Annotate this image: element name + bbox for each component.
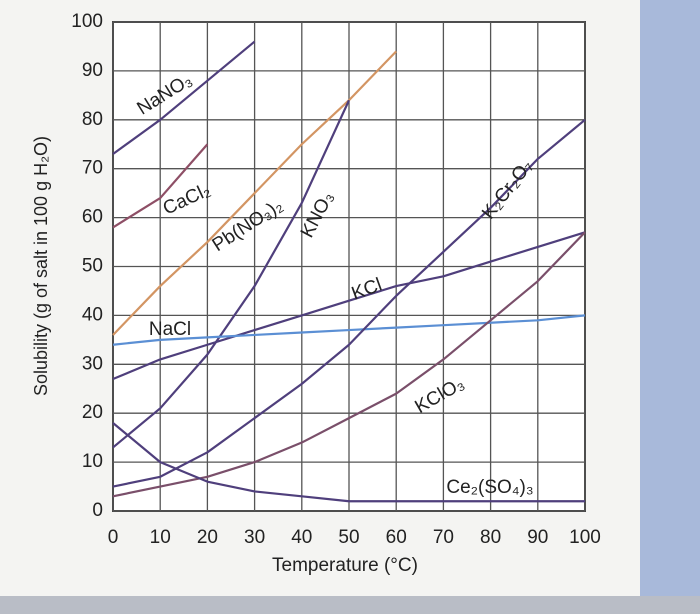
series-label: NaCl (149, 319, 191, 340)
x-tick-label: 50 (338, 527, 359, 548)
y-tick-label: 30 (82, 353, 103, 374)
y-tick-label: 0 (92, 500, 103, 521)
series-label: Ce₂(SO₄)₃ (446, 477, 533, 498)
screen-edge (640, 0, 700, 596)
series-line (112, 118, 586, 488)
x-tick-label: 40 (291, 527, 312, 548)
x-tick-label: 60 (386, 527, 407, 548)
series-line (112, 143, 209, 229)
series-line (112, 314, 586, 346)
series-line (112, 99, 350, 449)
x-tick-label: 20 (197, 527, 218, 548)
y-tick-label: 10 (82, 451, 103, 472)
y-tick-label: 80 (82, 109, 103, 130)
x-tick-label: 0 (108, 527, 119, 548)
series-line (112, 422, 585, 503)
y-tick-label: 90 (82, 60, 103, 81)
y-tick-label: 20 (82, 402, 103, 423)
x-tick-label: 80 (480, 527, 501, 548)
x-tick-label: 70 (433, 527, 454, 548)
x-axis-label: Temperature (°C) (272, 555, 418, 576)
x-tick-label: 30 (244, 527, 265, 548)
x-tick-label: 90 (527, 527, 548, 548)
y-tick-label: 50 (82, 256, 103, 277)
series-line (112, 231, 586, 498)
series-line (112, 231, 586, 380)
x-tick-label: 10 (150, 527, 171, 548)
y-tick-label: 100 (71, 11, 103, 32)
series-line (112, 40, 256, 155)
y-tick-label: 60 (82, 207, 103, 228)
y-axis-label: Solubility (g of salt in 100 g H₂O) (31, 136, 51, 396)
y-tick-label: 70 (82, 158, 103, 179)
x-tick-label: 100 (569, 527, 601, 548)
y-tick-label: 40 (82, 304, 103, 325)
